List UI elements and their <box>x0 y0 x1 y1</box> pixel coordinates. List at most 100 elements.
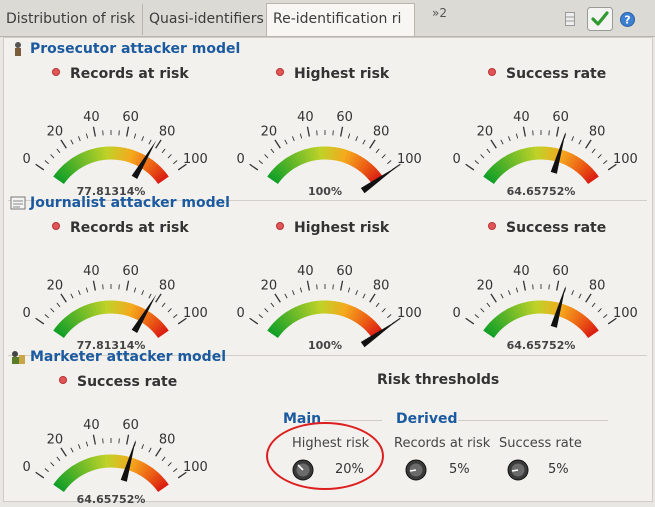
gauge-tick <box>134 134 135 139</box>
gauge-tick <box>36 472 44 478</box>
gauge-tick <box>586 140 591 148</box>
gauge-tick <box>168 308 171 312</box>
gauge-tick <box>557 127 559 137</box>
gauge-tick-label: 20 <box>261 125 278 140</box>
gauge-tick-label: 60 <box>122 418 139 433</box>
gauge-arc-segment <box>162 332 164 334</box>
status-dot <box>52 68 60 76</box>
metric-label: Highest risk <box>276 66 389 82</box>
group-divider <box>324 420 382 421</box>
gauge-tick <box>142 444 144 449</box>
gauge-tick-label: 60 <box>552 264 569 279</box>
prosecutor-icon <box>10 41 26 57</box>
metric-label-text: Records at risk <box>70 66 189 82</box>
gauge-tick-label: 0 <box>236 152 244 167</box>
records-at-risk-threshold-knob[interactable] <box>405 459 427 481</box>
gauge-tick <box>579 140 581 144</box>
gauge-tick <box>162 457 165 461</box>
tab-re-identification-risk[interactable]: Re-identification ri <box>266 3 415 36</box>
metric-label: Success rate <box>59 374 177 390</box>
help-icon[interactable]: ? <box>620 12 635 27</box>
gauge-tick <box>93 281 95 291</box>
gauge-tick <box>348 288 349 293</box>
gauge-tick-label: 0 <box>236 306 244 321</box>
gauge-tick <box>149 140 151 144</box>
gauge-tick <box>156 140 161 148</box>
gauge-tick <box>36 164 44 170</box>
gauge-tick <box>501 140 503 144</box>
gauge-tick-label: 60 <box>122 110 139 125</box>
gauge-tick <box>45 468 49 471</box>
gauge-tick-label: 40 <box>513 264 530 279</box>
gauge-tick <box>173 314 177 317</box>
gauge-tick-label: 100 <box>183 152 208 167</box>
gauge-tick <box>45 160 49 163</box>
layout-icon[interactable] <box>565 12 575 26</box>
gauge-tick <box>592 149 595 153</box>
gauge-tick <box>523 281 525 291</box>
gauge-tick-label: 100 <box>613 152 638 167</box>
gauge-tick <box>523 127 525 137</box>
check-icon[interactable] <box>587 7 613 31</box>
gauge-tick <box>78 136 80 141</box>
gauge-tick <box>285 140 287 144</box>
gauge-tick <box>57 457 60 461</box>
status-dot <box>52 222 60 230</box>
gauge-value: 64.65752% <box>446 339 636 352</box>
gauge-tick-label: 40 <box>83 110 100 125</box>
metric-label-text: Success rate <box>77 374 177 390</box>
status-dot <box>59 376 67 384</box>
gauge-tick-label: 20 <box>477 279 494 294</box>
gauge-arc-segment <box>162 178 164 180</box>
gauge-tick <box>487 303 490 307</box>
threshold-label-records-at-risk: Records at risk <box>394 436 490 451</box>
gauge-tick <box>86 134 87 139</box>
tab-distribution-of-risk[interactable]: Distribution of risk <box>0 4 143 35</box>
gauge-tick-label: 80 <box>159 433 176 448</box>
gauge-tick-label: 80 <box>589 279 606 294</box>
gauge-tick <box>356 136 358 141</box>
gauge-tick <box>275 140 280 148</box>
gauge-tick <box>156 448 161 456</box>
gauge-tick <box>149 294 151 298</box>
gauge-tick <box>149 448 151 452</box>
metric-label: Records at risk <box>52 220 189 236</box>
status-dot <box>488 222 496 230</box>
status-dot <box>276 222 284 230</box>
metric-label-text: Records at risk <box>70 220 189 236</box>
success-rate-threshold-knob[interactable] <box>507 459 529 481</box>
gauge-tick <box>162 303 165 307</box>
tab-overflow-button[interactable]: »2 <box>432 6 447 20</box>
success-rate-threshold-value: 5% <box>548 462 569 477</box>
gauge-tick-label: 20 <box>477 125 494 140</box>
gauge-tick <box>300 288 301 293</box>
gauge-tick <box>250 318 258 324</box>
gauge-tick <box>307 127 309 137</box>
gauge-tick <box>275 294 280 302</box>
gauge-tick <box>142 290 144 295</box>
tab-quasi-identifiers[interactable]: Quasi-identifiers <box>143 4 267 35</box>
gauge-tick <box>292 290 294 295</box>
gauge-tick-label: 40 <box>297 264 314 279</box>
status-dot <box>276 68 284 76</box>
gauge-tick <box>466 318 474 324</box>
section-title-prosecutor: Prosecutor attacker model <box>30 41 240 57</box>
risk-thresholds-title: Risk thresholds <box>377 372 499 388</box>
metric-label: Success rate <box>488 220 606 236</box>
gauge-tick <box>603 314 607 317</box>
gauge-tick <box>307 281 309 291</box>
gauge-tick <box>387 314 391 317</box>
gauge-value: 77.81314% <box>16 339 206 352</box>
gauge-value: 100% <box>230 339 420 352</box>
gauge-tick-label: 100 <box>613 306 638 321</box>
gauge-tick <box>57 149 60 153</box>
gauge-tick <box>341 281 343 291</box>
gauge-tick <box>603 160 607 163</box>
